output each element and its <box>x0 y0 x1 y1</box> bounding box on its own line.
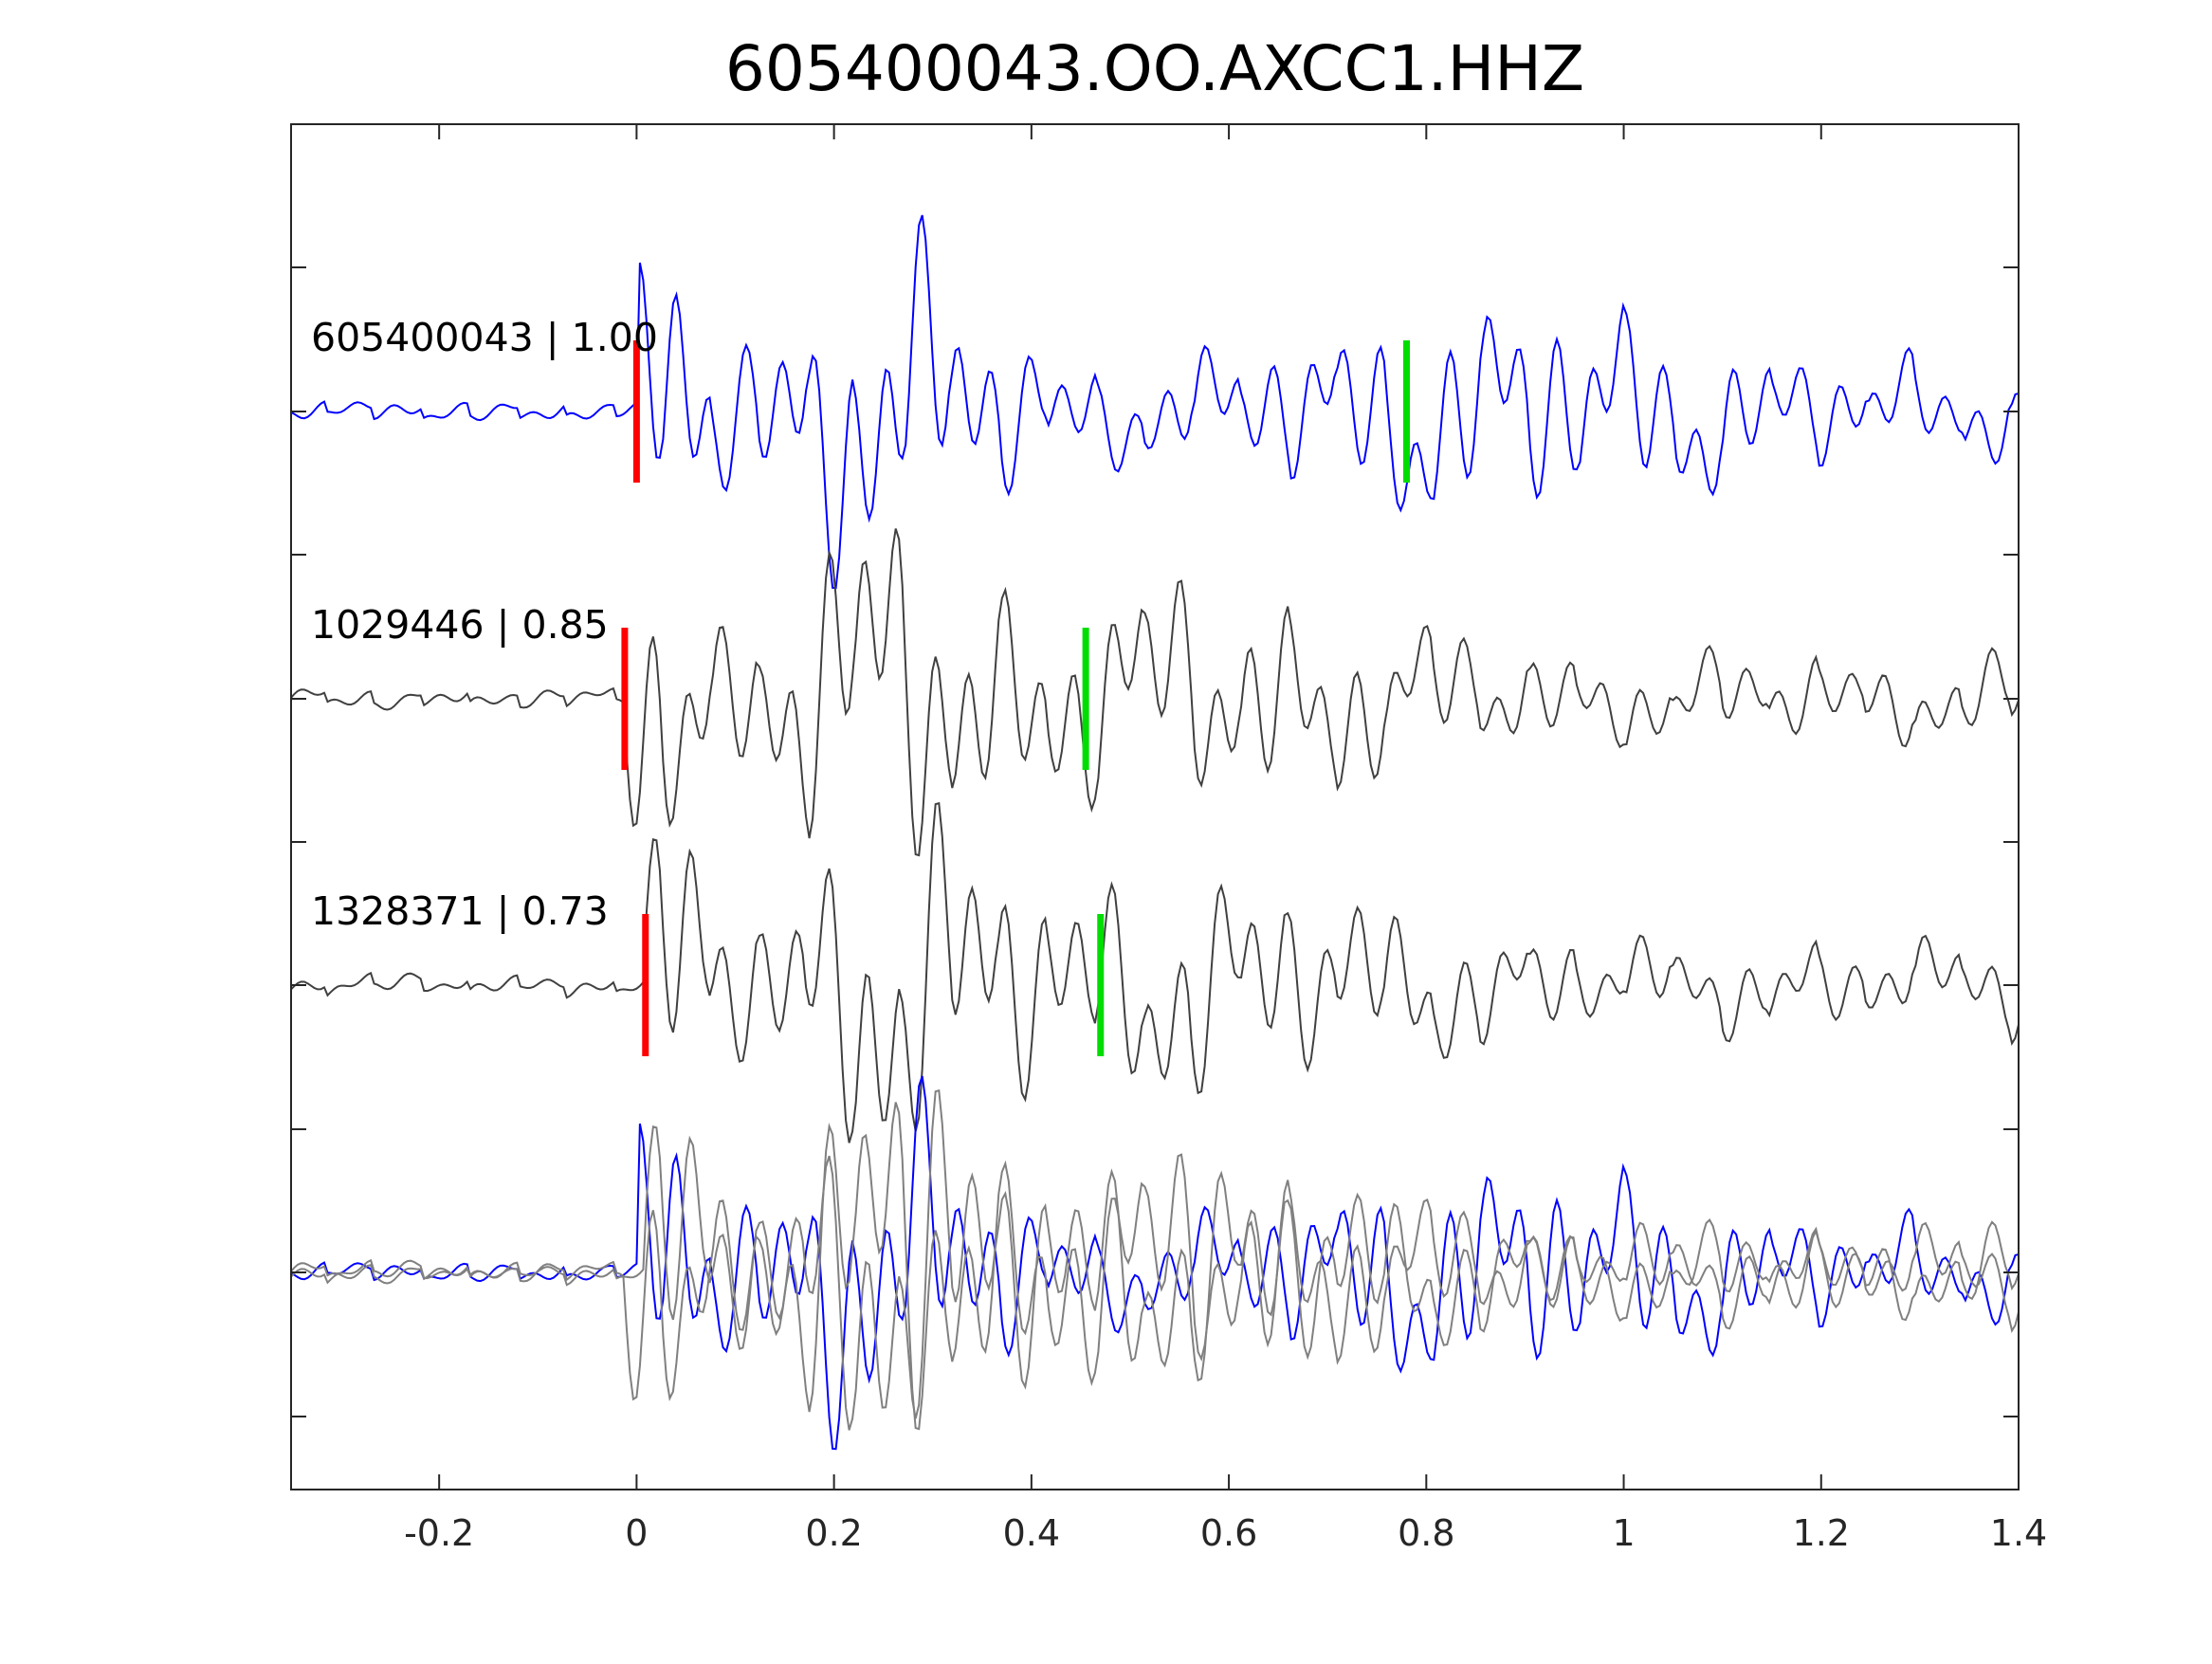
traces-layer <box>290 214 2020 1451</box>
x-tick-label-1: 0 <box>625 1512 648 1554</box>
trace-2-waveform <box>290 528 2020 857</box>
plot-area-frame <box>290 123 2020 1490</box>
x-tick-label-2: 0.2 <box>805 1512 862 1554</box>
trace-label-1: 605400043 | 1.00 <box>311 315 658 360</box>
trace-label-2: 1029446 | 0.85 <box>311 602 609 648</box>
x-tick-labels: -0.2 0 0.2 0.4 0.6 0.8 1 1.2 1.4 <box>404 1512 2047 1554</box>
x-tick-label-6: 1 <box>1612 1512 1635 1554</box>
x-tick-label-7: 1.2 <box>1793 1512 1850 1554</box>
x-tick-label-0: -0.2 <box>404 1512 474 1554</box>
chart-title: 605400043.OO.AXCC1.HHZ <box>725 32 1584 105</box>
axis-ticks <box>291 124 2020 1490</box>
picks-layer <box>621 340 1410 1056</box>
overlay-waveform-3 <box>290 1088 2020 1431</box>
x-tick-label-4: 0.6 <box>1200 1512 1257 1554</box>
x-tick-label-5: 0.8 <box>1398 1512 1454 1554</box>
trace-labels: 605400043 | 1.00 1029446 | 0.85 1328371 | … <box>311 315 658 934</box>
x-tick-label-3: 0.4 <box>1003 1512 1060 1554</box>
trace-label-3: 1328371 | 0.73 <box>311 888 609 934</box>
trace-1-waveform <box>290 214 2020 590</box>
x-tick-label-8: 1.4 <box>1990 1512 2047 1554</box>
trace-3-waveform <box>290 801 2020 1143</box>
overlay-waveform-2 <box>290 1102 2020 1431</box>
overlay-waveform-1 <box>290 1075 2020 1451</box>
